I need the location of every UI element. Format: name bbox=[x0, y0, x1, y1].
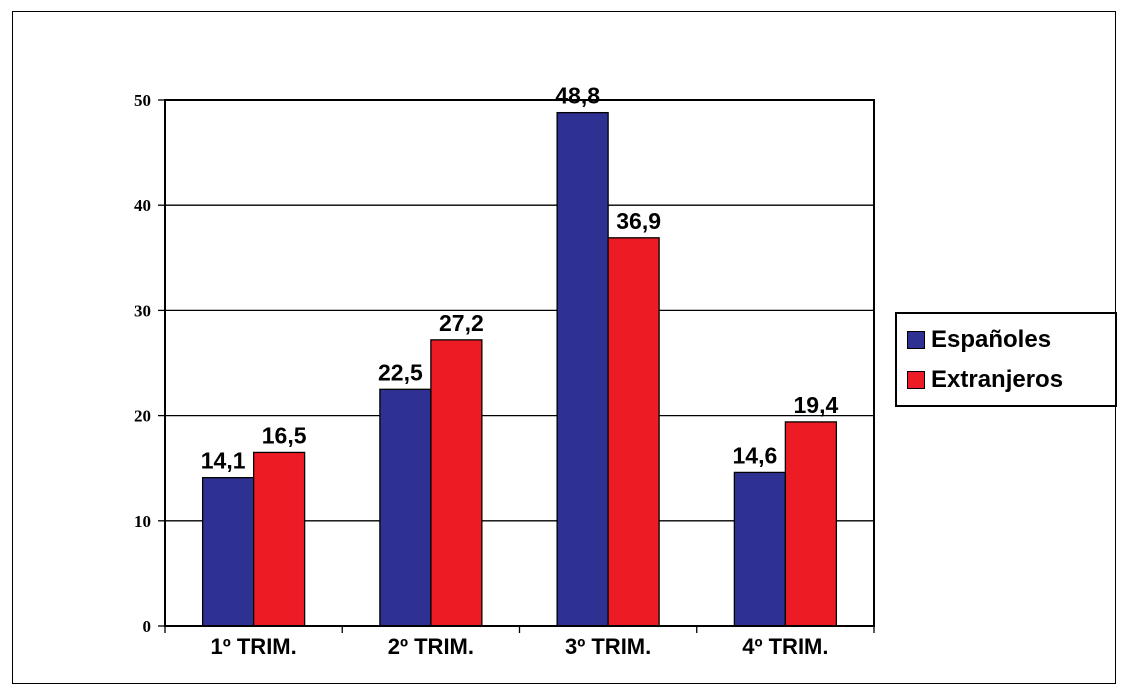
legend: Españoles Extranjeros bbox=[895, 312, 1117, 407]
data-labels: 14,1 16,5 22,5 27,2 48,8 36,9 14,6 19,4 bbox=[201, 83, 839, 474]
legend-label-extranjeros: Extranjeros bbox=[931, 366, 1064, 393]
data-label: 27,2 bbox=[439, 310, 484, 336]
data-label: 22,5 bbox=[378, 359, 423, 385]
y-tick-label: 10 bbox=[134, 512, 151, 531]
data-label: 14,1 bbox=[201, 448, 246, 474]
legend-swatch-extranjeros bbox=[907, 371, 925, 389]
bar-extranjeros bbox=[607, 237, 660, 627]
data-label: 16,5 bbox=[262, 422, 307, 448]
x-axis-labels: 1º TRIM. 2º TRIM. 3º TRIM. 4º TRIM. bbox=[164, 626, 875, 659]
y-tick-label: 30 bbox=[134, 301, 151, 320]
y-axis-ticks: 0 10 20 30 40 50 bbox=[134, 91, 165, 636]
legend-item-espanoles: Españoles bbox=[907, 326, 1051, 354]
bar-espanoles bbox=[379, 388, 432, 627]
y-tick-label: 20 bbox=[134, 407, 151, 426]
x-category-label: 1º TRIM. bbox=[210, 634, 296, 659]
y-tick-label: 0 bbox=[143, 617, 152, 636]
data-label: 48,8 bbox=[555, 83, 600, 109]
legend-swatch-espanoles bbox=[907, 331, 925, 349]
legend-label-espanoles: Españoles bbox=[931, 326, 1052, 353]
data-label: 14,6 bbox=[732, 442, 777, 468]
data-label: 36,9 bbox=[616, 208, 661, 234]
y-tick-label: 50 bbox=[134, 91, 151, 110]
bar-extranjeros bbox=[252, 451, 306, 627]
bar-espanoles bbox=[556, 111, 609, 627]
bar-extranjeros bbox=[784, 421, 838, 627]
bars bbox=[201, 111, 838, 627]
bar-espanoles bbox=[201, 477, 255, 627]
bar-espanoles bbox=[733, 471, 787, 627]
x-category-label: 2º TRIM. bbox=[388, 634, 474, 659]
bar-extranjeros bbox=[430, 339, 483, 627]
legend-item-extranjeros: Extranjeros bbox=[907, 366, 1063, 394]
x-category-label: 4º TRIM. bbox=[742, 634, 828, 659]
data-label: 19,4 bbox=[793, 392, 838, 418]
y-tick-label: 40 bbox=[134, 196, 151, 215]
x-category-label: 3º TRIM. bbox=[565, 634, 651, 659]
